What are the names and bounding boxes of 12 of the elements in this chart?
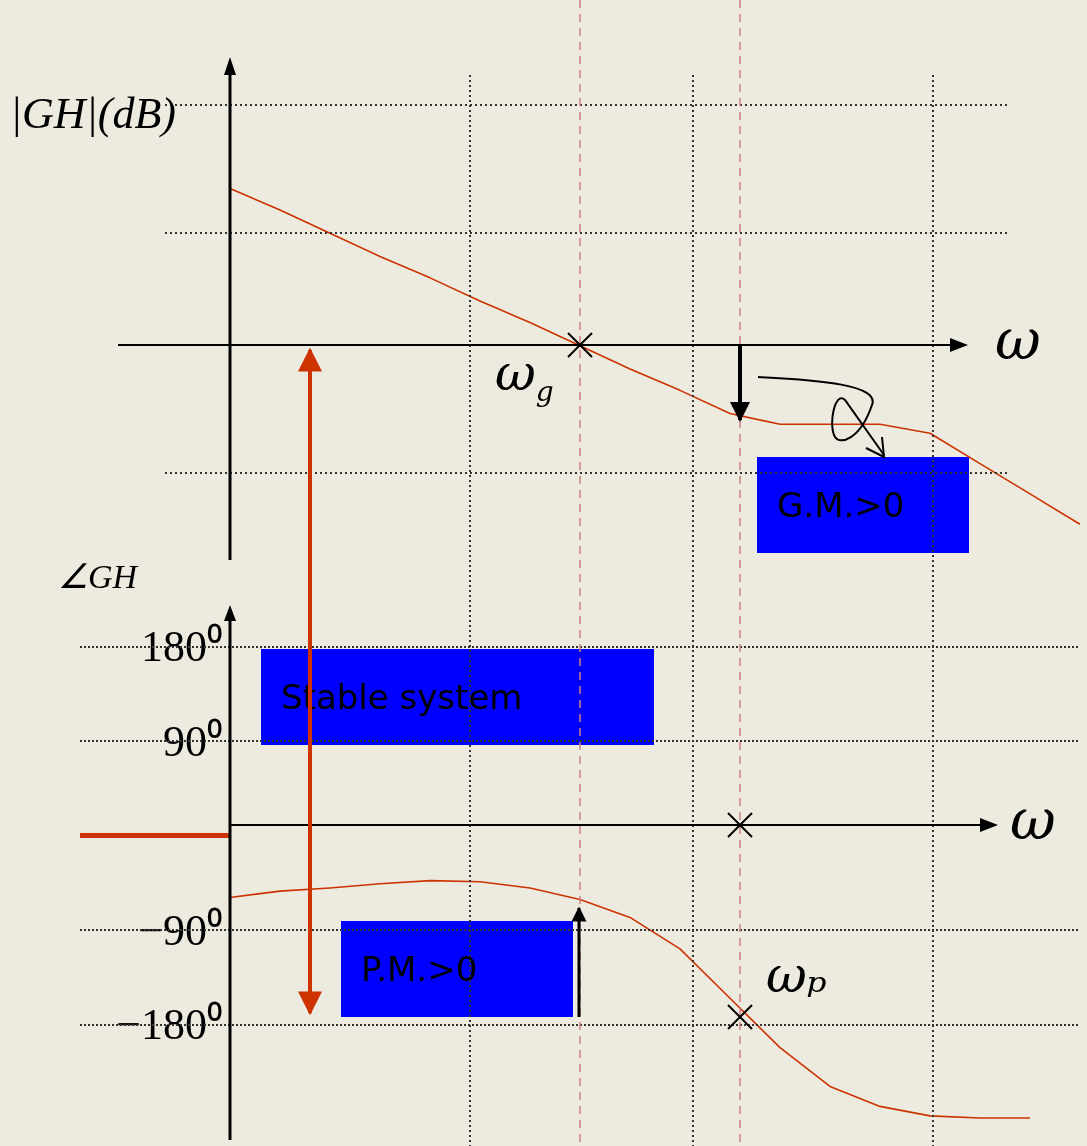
y-tick-label: 90⁰: [163, 716, 222, 766]
note-box: P.M.>0: [341, 921, 573, 1017]
annotation: ωₚ: [766, 946, 827, 1004]
y-tick-label: −180⁰: [116, 1000, 222, 1049]
y-tick-label: 180⁰: [141, 622, 222, 671]
x-axis-title: ω: [1010, 787, 1056, 852]
y-axis-title: ∠GH: [58, 558, 138, 595]
y-axis-title: |GH|(dB): [10, 89, 176, 138]
line-series: [229, 879, 1031, 1119]
x-axis-title: ω: [995, 307, 1041, 372]
note-box: G.M.>0: [757, 457, 969, 553]
annotation: ω$_{g}$: [495, 344, 554, 408]
